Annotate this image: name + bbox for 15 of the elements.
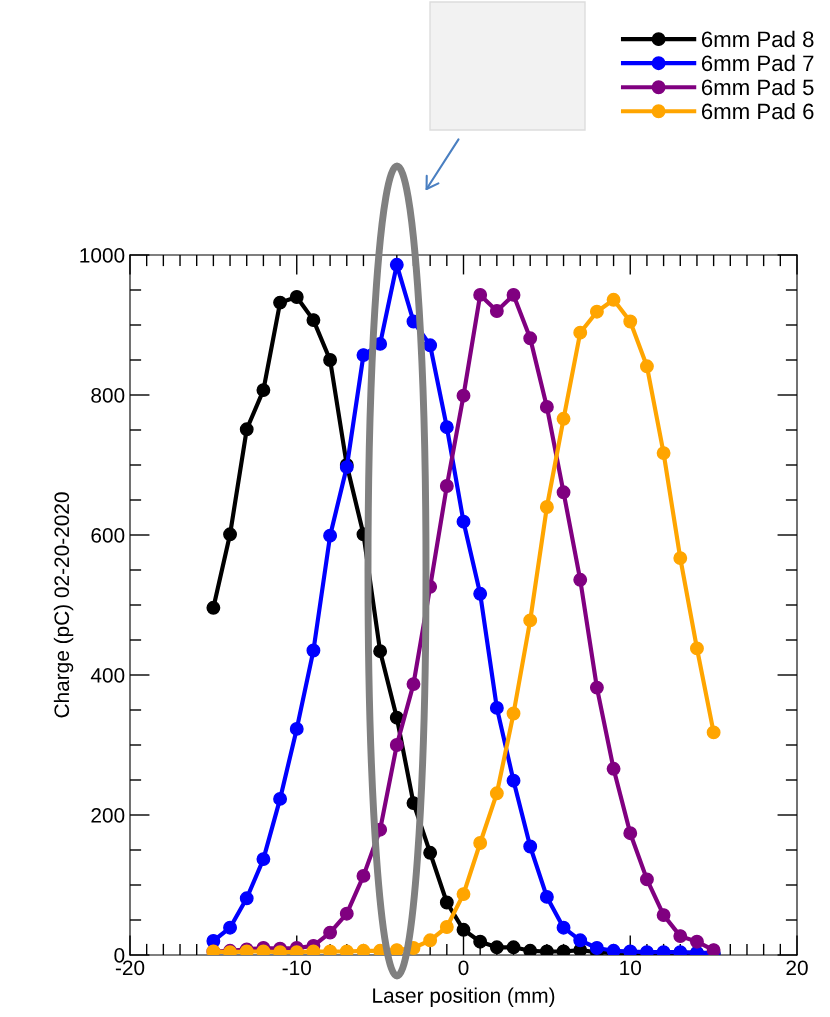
x-tick-label: -10 [282, 960, 311, 976]
y-axis-title: Charge (pC) 02-20-2020 [53, 492, 74, 718]
x-axis-title: Laser position (mm) [373, 987, 555, 1008]
x-tick-label: 0 [458, 960, 469, 976]
legend-label: 6mm Pad 5 [701, 78, 814, 96]
y-tick-label: 600 [91, 528, 125, 543]
x-tick-label: 20 [786, 960, 808, 976]
y-tick-label: 800 [91, 388, 125, 403]
legend-label: 6mm Pad 8 [701, 30, 814, 48]
y-tick-label: 1000 [80, 248, 125, 263]
legend-label: 6mm Pad 7 [701, 54, 814, 72]
legend-label: 6mm Pad 6 [701, 102, 814, 120]
y-tick-label: 200 [91, 808, 125, 823]
x-tick-label: 10 [620, 960, 642, 976]
y-tick-label: 400 [90, 668, 125, 683]
